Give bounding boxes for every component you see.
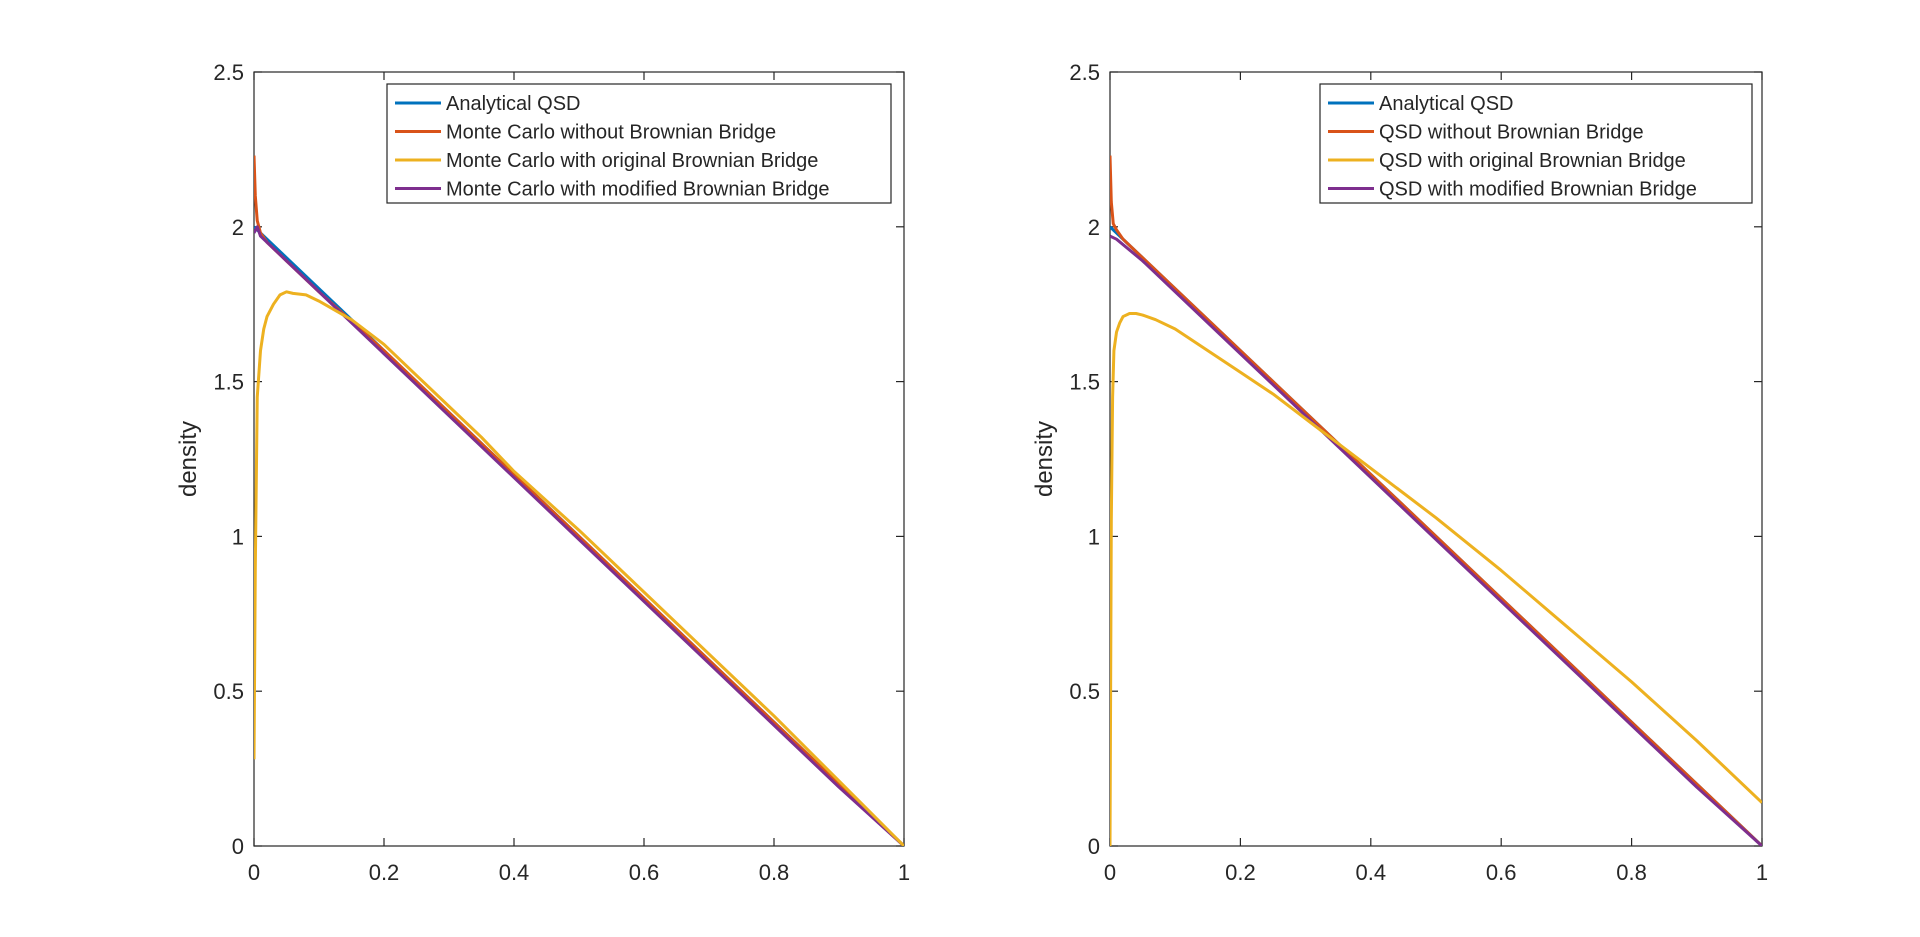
y-tick-label: 1.5: [1069, 370, 1100, 395]
y-tick-label: 2.5: [1069, 60, 1100, 85]
legend: Analytical QSD QSD without Brownian Bridg…: [1319, 83, 1753, 204]
chart-panel-1: 0 0.2 0.4 0.6 0.8 1 0 0.5 1 1.5 2 2.5 density Analyti…: [175, 60, 910, 885]
legend-box: [386, 83, 892, 204]
series-line-4: [254, 225, 904, 846]
legend-label: Monte Carlo with original Brownian Bridg…: [446, 150, 818, 172]
y-tick-label: 1: [232, 524, 244, 549]
x-tick-label: 0: [1104, 860, 1116, 885]
x-tick-label: 0.6: [1486, 860, 1517, 885]
series-line-3: [254, 290, 904, 846]
x-tick-label: 1: [898, 860, 910, 885]
legend: Analytical QSD Monte Carlo without Browni…: [386, 83, 892, 204]
x-tick-label: 0.8: [759, 860, 790, 885]
series-line-4: [1110, 234, 1762, 846]
legend-label: Monte Carlo with modified Brownian Bridg…: [446, 179, 830, 201]
x-tick-label: 1: [1756, 860, 1768, 885]
series-line-2: [254, 155, 904, 846]
x-tick-label: 0.4: [1356, 860, 1387, 885]
y-tick-label: 2: [232, 215, 244, 240]
legend-label: QSD with original Brownian Bridge: [1379, 150, 1686, 172]
series-line-2: [1110, 155, 1762, 846]
y-tick-label: 2.5: [213, 60, 244, 85]
legend-label: Monte Carlo without Brownian Bridge: [446, 122, 776, 144]
chart-panel-2: 0 0.2 0.4 0.6 0.8 1 0 0.5 1 1.5 2 2.5 density Analyti…: [1031, 60, 1768, 885]
legend-label: QSD with modified Brownian Bridge: [1379, 179, 1697, 201]
x-tick-label: 0.4: [499, 860, 530, 885]
y-tick-label: 0.5: [1069, 679, 1100, 704]
series-line-3: [1110, 311, 1762, 846]
y-tick-label: 0.5: [213, 679, 244, 704]
legend-label: Analytical QSD: [446, 93, 581, 115]
legend-box: [1319, 83, 1753, 204]
y-axis-label: density: [175, 421, 202, 497]
x-tick-label: 0.8: [1616, 860, 1647, 885]
y-tick-label: 0: [1088, 834, 1100, 859]
y-tick-label: 1: [1088, 524, 1100, 549]
x-tick-label: 0: [248, 860, 260, 885]
y-tick-label: 0: [232, 834, 244, 859]
y-tick-label: 2: [1088, 215, 1100, 240]
x-tick-label: 0.2: [1225, 860, 1256, 885]
legend-label: QSD without Brownian Bridge: [1379, 122, 1644, 144]
x-tick-label: 0.6: [629, 860, 660, 885]
x-tick-label: 0.2: [369, 860, 400, 885]
y-tick-label: 1.5: [213, 370, 244, 395]
legend-label: Analytical QSD: [1379, 93, 1514, 115]
y-axis-label: density: [1031, 421, 1058, 497]
